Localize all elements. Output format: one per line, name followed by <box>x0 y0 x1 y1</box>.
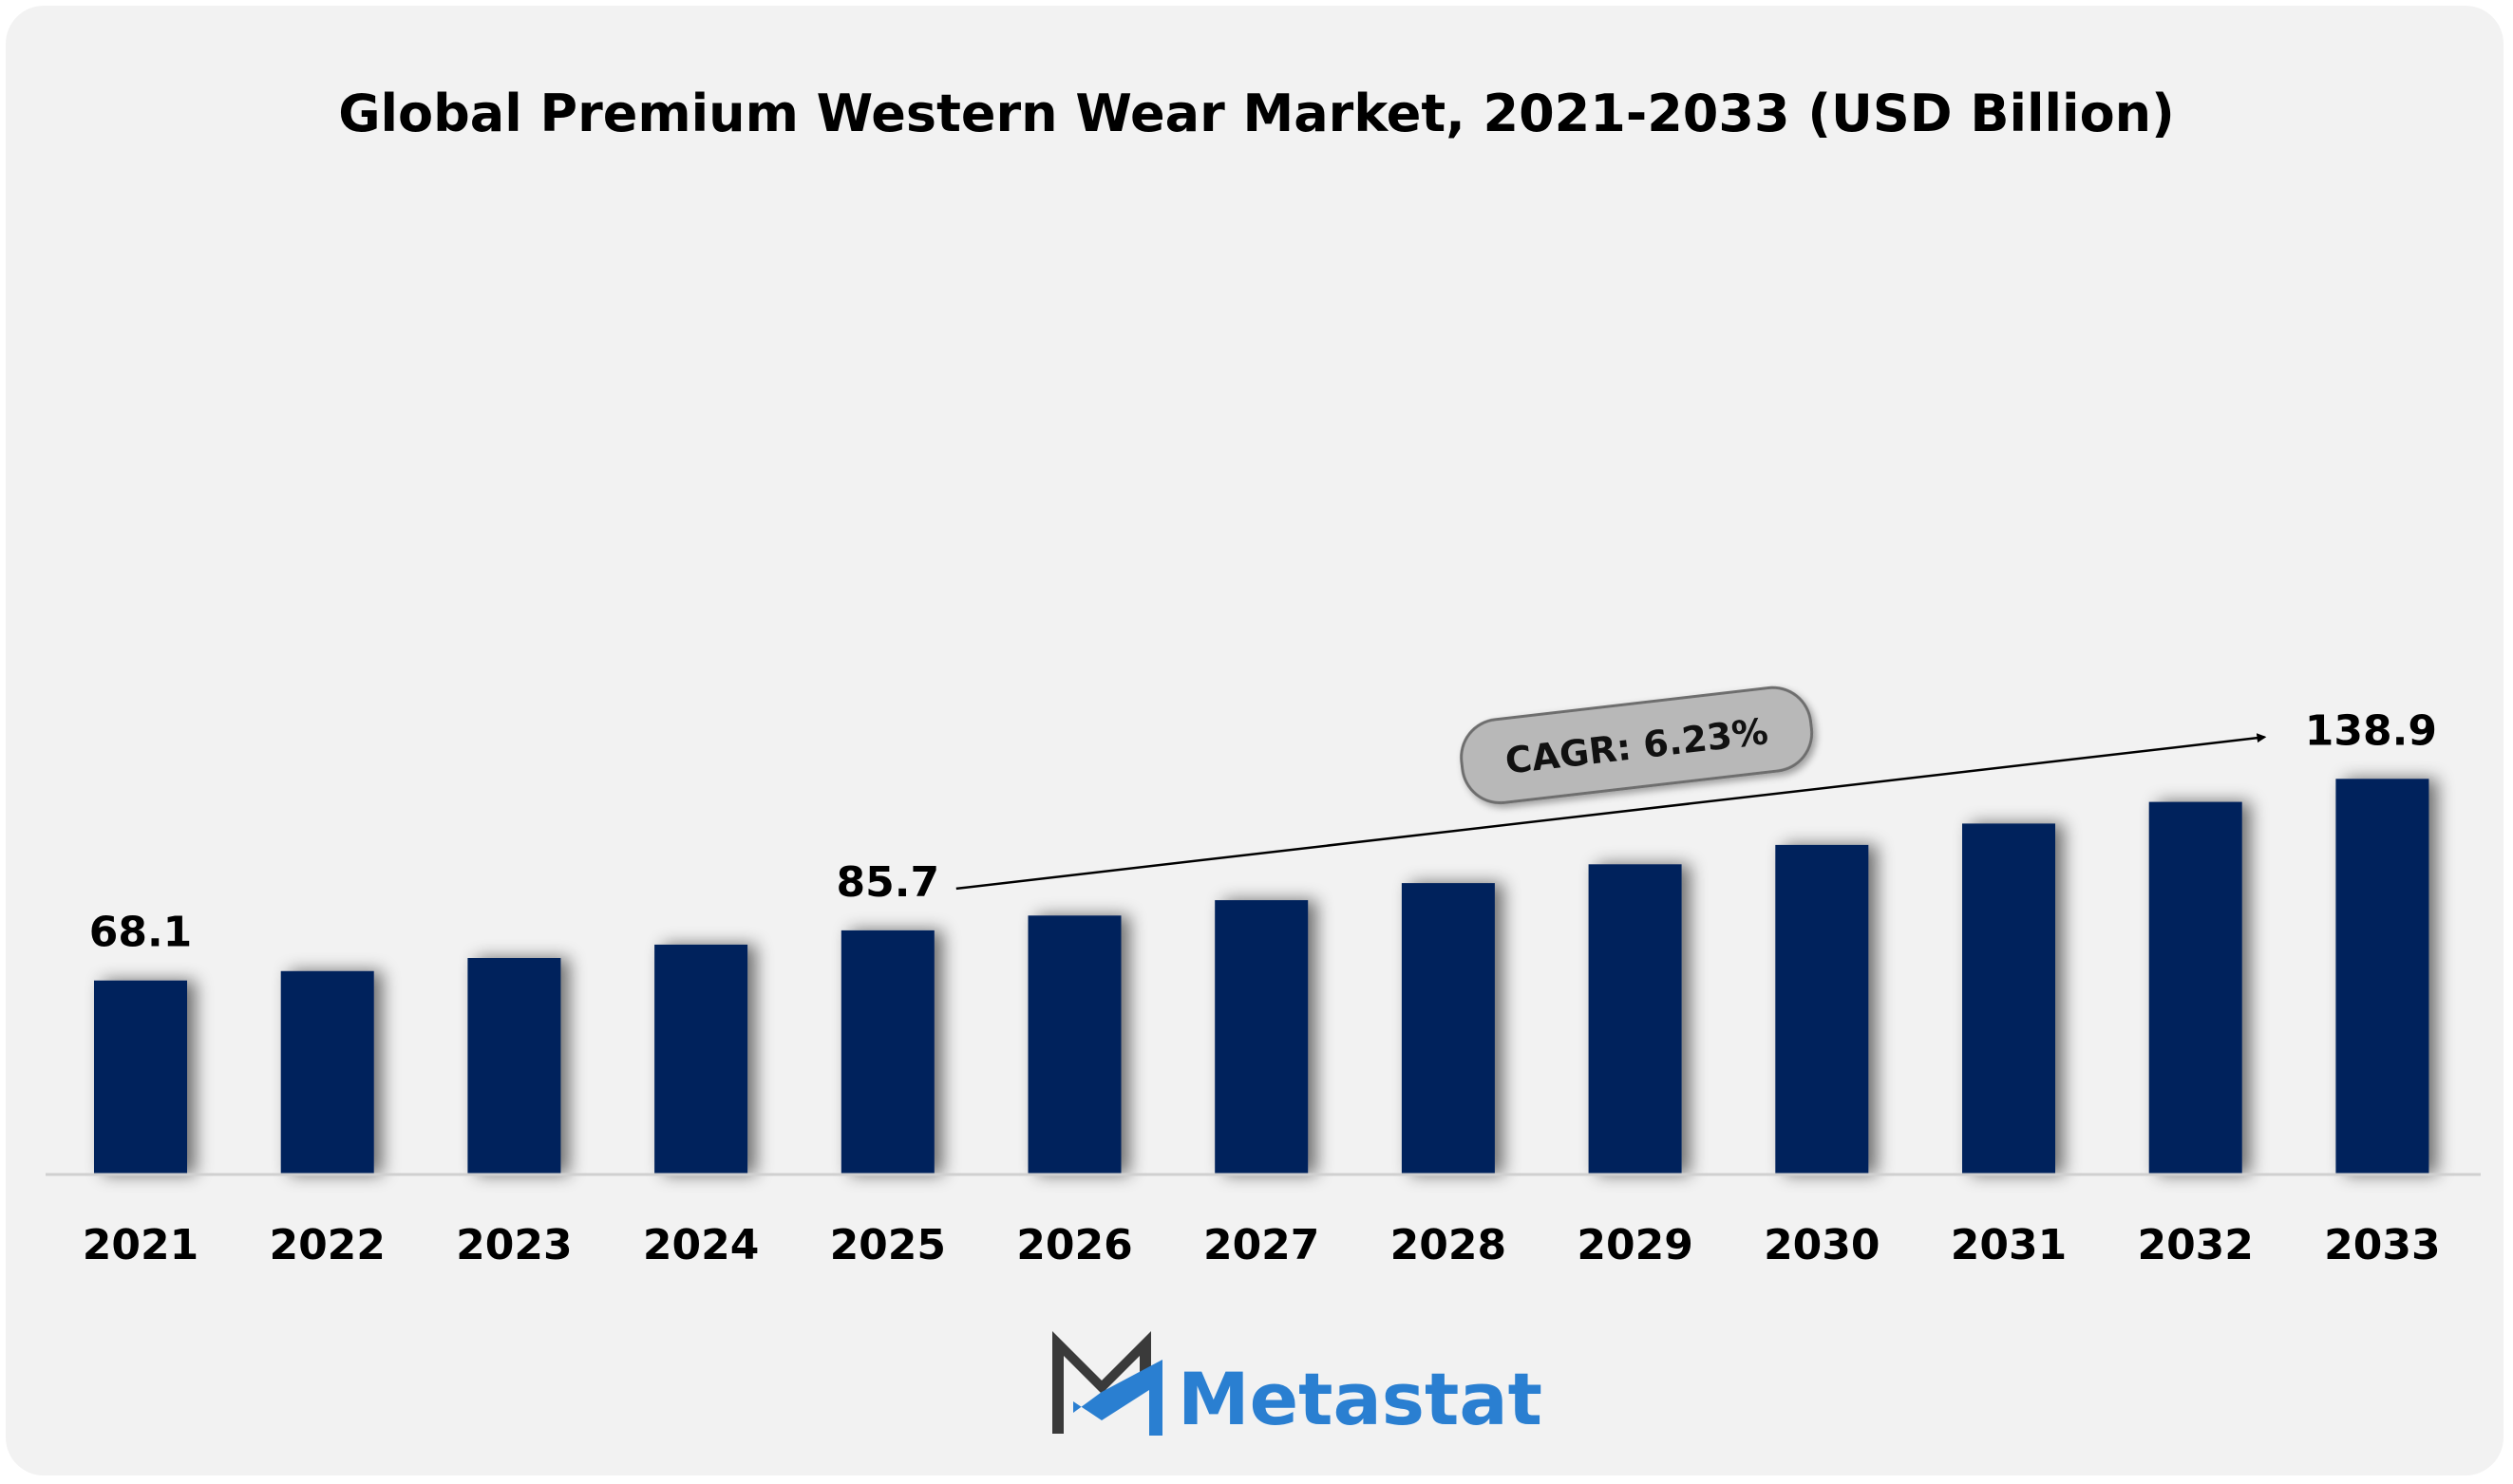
bar-2022 <box>280 970 374 1174</box>
bar-2031 <box>1962 823 2055 1174</box>
logo-mark-dark <box>1052 1331 1151 1434</box>
x-tick-2027: 2027 <box>1203 1221 1319 1269</box>
bar-2029 <box>1588 864 1682 1174</box>
x-tick-2023: 2023 <box>456 1221 572 1269</box>
x-tick-2029: 2029 <box>1577 1221 1692 1269</box>
bar-2027 <box>1215 900 1309 1174</box>
data-label-2033: 138.9 <box>2305 706 2437 755</box>
bar-2024 <box>654 944 748 1174</box>
logo-wordmark: Metastat <box>1178 1357 1542 1441</box>
bar-2033 <box>2335 779 2429 1174</box>
bar-2028 <box>1401 883 1495 1174</box>
bar-2023 <box>467 958 561 1174</box>
x-tick-2024: 2024 <box>643 1221 759 1269</box>
metastat-logo: Metastat <box>1052 1331 1542 1441</box>
x-tick-2031: 2031 <box>1951 1221 2067 1269</box>
x-tick-2028: 2028 <box>1390 1221 1506 1269</box>
data-labels: 68.1 85.7 138.9 <box>89 706 2437 956</box>
chart-title: Global Premium Western Wear Market, 2021… <box>338 84 2175 143</box>
x-tick-2030: 2030 <box>1764 1221 1880 1269</box>
data-label-2021: 68.1 <box>89 909 193 957</box>
cagr-arrow <box>955 733 2267 891</box>
bar-2032 <box>2148 801 2242 1174</box>
cagr-annotation: CAGR: 6.23% <box>955 686 2267 891</box>
data-label-2025: 85.7 <box>837 858 940 907</box>
logo-mark-blue <box>1073 1360 1162 1436</box>
bar-2025 <box>841 930 935 1174</box>
bars-group <box>94 779 2429 1174</box>
cagr-pill <box>1460 686 1814 805</box>
x-tick-2021: 2021 <box>83 1221 198 1269</box>
x-tick-2033: 2033 <box>2324 1221 2440 1269</box>
cagr-badge: CAGR: 6.23% <box>1460 686 1814 805</box>
bar-2026 <box>1028 915 1122 1174</box>
x-tick-2022: 2022 <box>269 1221 385 1269</box>
x-tick-2026: 2026 <box>1016 1221 1132 1269</box>
bar-2021 <box>94 980 187 1174</box>
chart-card <box>6 6 2504 1475</box>
x-tick-2025: 2025 <box>830 1221 946 1269</box>
x-tick-labels: 2021 2022 2023 2024 2025 2026 2027 2028 2029 2030… <box>83 1221 2441 1269</box>
x-tick-2032: 2032 <box>2137 1221 2253 1269</box>
bar-2030 <box>1775 844 1869 1174</box>
